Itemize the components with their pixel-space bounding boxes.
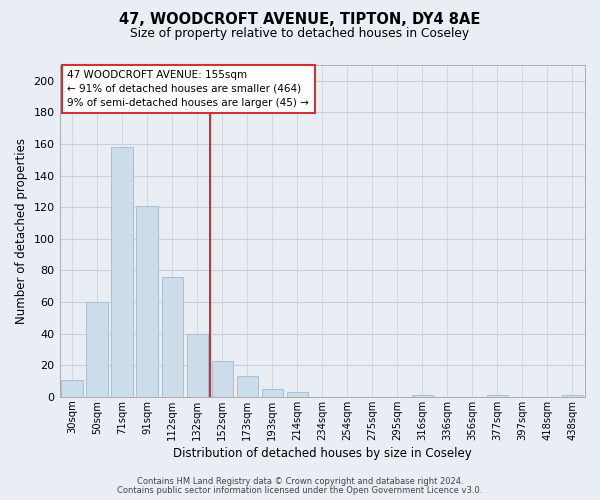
Bar (412, 396, 433, 397)
Bar (487, 396, 508, 397)
Text: 47, WOODCROFT AVENUE, TIPTON, DY4 8AE: 47, WOODCROFT AVENUE, TIPTON, DY4 8AE (119, 12, 481, 28)
Text: Contains HM Land Registry data © Crown copyright and database right 2024.: Contains HM Land Registry data © Crown c… (137, 477, 463, 486)
Bar (236, 376, 258, 397)
Bar (161, 277, 183, 397)
Bar (61, 380, 83, 397)
X-axis label: Distribution of detached houses by size in Coseley: Distribution of detached houses by size … (173, 447, 472, 460)
Bar (112, 147, 133, 397)
Y-axis label: Number of detached properties: Number of detached properties (15, 138, 28, 324)
Text: Contains public sector information licensed under the Open Government Licence v3: Contains public sector information licen… (118, 486, 482, 495)
Bar (136, 206, 158, 397)
Bar (562, 396, 583, 397)
Bar (287, 392, 308, 397)
Text: 47 WOODCROFT AVENUE: 155sqm
← 91% of detached houses are smaller (464)
9% of sem: 47 WOODCROFT AVENUE: 155sqm ← 91% of det… (67, 70, 309, 108)
Text: Size of property relative to detached houses in Coseley: Size of property relative to detached ho… (130, 28, 470, 40)
Bar (86, 302, 108, 397)
Bar (262, 389, 283, 397)
Bar (212, 360, 233, 397)
Bar (187, 334, 208, 397)
